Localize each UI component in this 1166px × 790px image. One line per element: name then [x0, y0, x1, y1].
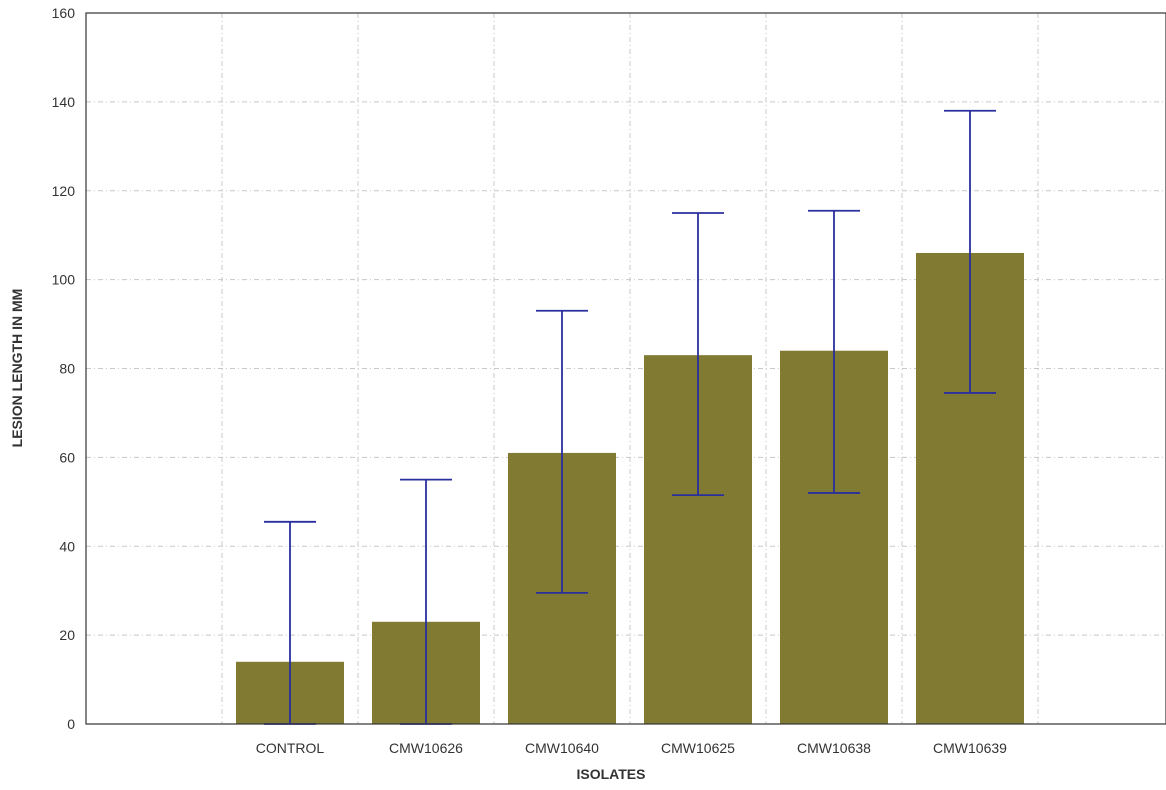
x-tick-label: CMW10639 [933, 740, 1007, 756]
y-tick-label: 140 [52, 94, 76, 110]
x-axis-title: ISOLATES [577, 766, 646, 782]
plot-frame [85, 12, 1166, 725]
y-tick-label: 60 [59, 449, 75, 465]
y-tick-label: 100 [52, 272, 76, 288]
y-tick-label: 160 [52, 5, 76, 21]
y-axis-title: LESION LENGTH IN MM [9, 289, 25, 448]
y-tick-label: 80 [59, 361, 75, 377]
x-tick-label: CMW10640 [525, 740, 599, 756]
axes: 0 20 40 60 80 100 120 140 160 CONTROL CMW10626 CMW1… [52, 5, 1166, 756]
x-tick-label: CMW10638 [797, 740, 871, 756]
error-bars [264, 109, 996, 725]
y-tick-label: 0 [67, 716, 75, 732]
grid-lines [86, 13, 1166, 724]
y-tick-label: 40 [59, 538, 75, 554]
x-tick-label: CMW10626 [389, 740, 463, 756]
x-tick-label: CMW10625 [661, 740, 735, 756]
y-tick-label: 120 [52, 183, 76, 199]
y-tick-label: 20 [59, 627, 75, 643]
x-tick-label: CONTROL [256, 740, 325, 756]
